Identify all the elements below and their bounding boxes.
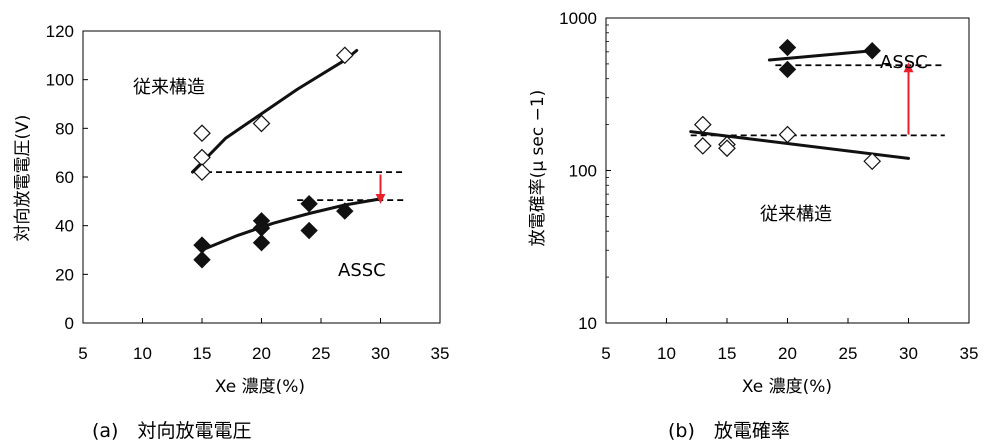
x-tick-label: 15	[193, 344, 212, 363]
filled-diamond-point	[778, 60, 797, 79]
caption-a: (a) 対向放電電圧	[92, 420, 251, 442]
x-tick-label: 25	[839, 344, 858, 363]
filled-diamond-point	[193, 236, 211, 254]
panel-a: 5 10 15 20 25 30 35 0 20 40 60 80 100 120 Xe 濃度(%) 対向…	[13, 22, 449, 442]
open-diamond-point	[252, 114, 271, 133]
x-tick-label: 30	[899, 344, 918, 363]
open-diamond-point	[718, 139, 736, 158]
x-tick-label: 35	[960, 344, 979, 363]
filled-diamond-point	[193, 251, 211, 269]
plot-frame	[82, 30, 441, 324]
y-tick-label: 80	[55, 119, 74, 138]
open-diamond-point	[778, 125, 797, 144]
y-axis-label: 放電確率(μ sec −1)	[528, 90, 548, 247]
x-axis-label: Xe 濃度(%)	[215, 377, 305, 397]
open-diamond-point	[193, 124, 211, 143]
data-points	[193, 46, 354, 269]
fit-line	[767, 49, 874, 62]
reference-lines	[690, 64, 945, 137]
reference-lines	[196, 171, 405, 202]
open-diamond-point	[693, 115, 712, 134]
y-tick-label: 100	[569, 162, 597, 181]
open-diamond-point	[193, 148, 211, 167]
x-tick-label: 15	[718, 344, 737, 363]
x-tick-label: 5	[601, 344, 610, 363]
y-axis-label: 対向放電電圧(V)	[13, 115, 33, 242]
open-diamond-point	[335, 46, 354, 65]
filled-diamond-point	[778, 38, 797, 57]
filled-diamond-point	[252, 233, 271, 252]
x-tick-label: 5	[78, 344, 87, 363]
x-tick-label: 25	[312, 344, 331, 363]
series-label-assc: ASSC	[338, 260, 386, 281]
y-tick-label: 20	[55, 265, 74, 284]
fit-line	[200, 197, 382, 252]
open-diamond-point	[193, 163, 211, 181]
x-tick-label: 20	[252, 344, 271, 363]
series-label-conventional: 従来構造	[133, 77, 205, 98]
x-tick-label: 10	[657, 344, 676, 363]
data-points	[693, 38, 882, 171]
series-label-conventional: 従来構造	[760, 204, 832, 225]
tick-marks	[605, 17, 970, 324]
fit-lines	[191, 49, 382, 252]
filled-diamond-point	[300, 195, 318, 213]
y-tick-label: 60	[55, 168, 74, 187]
x-tick-label: 20	[778, 344, 797, 363]
x-tick-label: 30	[371, 344, 390, 363]
y-tick-label: 0	[65, 314, 74, 333]
y-tick-label: 40	[55, 217, 74, 236]
filled-diamond-point	[336, 202, 354, 220]
x-tick-label: 35	[431, 344, 450, 363]
filled-diamond-point	[863, 42, 881, 60]
x-axis-label: Xe 濃度(%)	[742, 377, 832, 397]
fit-line	[191, 49, 359, 174]
y-tick-label: 10	[578, 314, 597, 333]
caption-b: (b) 放電確率	[668, 420, 790, 442]
series-label-assc: ASSC	[880, 52, 928, 73]
open-diamond-point	[693, 137, 712, 155]
y-tick-label: 120	[46, 22, 74, 41]
filled-diamond-point	[300, 221, 318, 240]
y-tick-label: 1000	[559, 9, 597, 28]
open-diamond-point	[863, 152, 882, 171]
tick-labels: 5 10 15 20 25 30 35 0 20 40 60 80 100 120	[46, 22, 450, 363]
x-tick-label: 10	[133, 344, 152, 363]
tick-marks	[82, 30, 441, 324]
y-tick-label: 100	[46, 71, 74, 90]
